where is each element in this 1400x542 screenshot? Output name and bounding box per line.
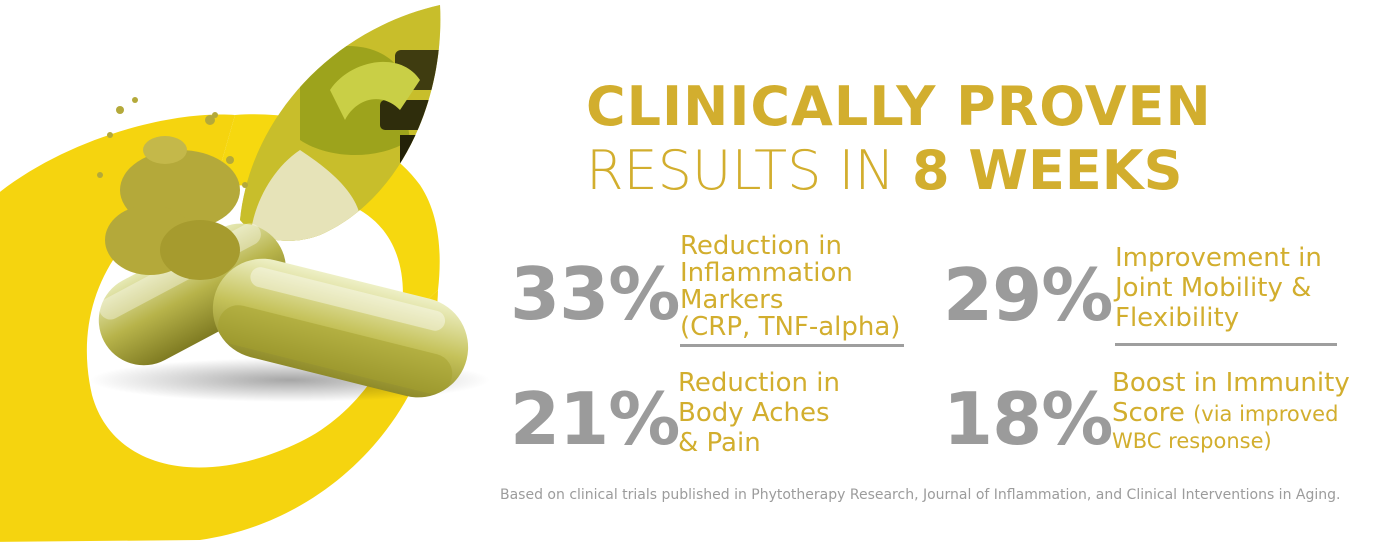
stat-description-line: Markers	[680, 285, 784, 315]
stat-description-line: Boost in Immunity	[1112, 368, 1350, 398]
headline-line-1: CLINICALLY PROVEN	[586, 75, 1212, 138]
headline-line-2-emphasis: 8 WEEKS	[912, 139, 1183, 202]
stat-divider	[680, 344, 904, 347]
capsule-right-half	[212, 258, 469, 398]
stat-description-line: (CRP, TNF-alpha)	[680, 312, 901, 342]
stat-description-line: Inflammation	[680, 258, 853, 288]
stat-divider	[1115, 343, 1337, 346]
stat-description: Reduction in Body Aches & Pain	[678, 368, 840, 458]
stat-value: 33%	[510, 252, 680, 336]
stat-value: 18%	[943, 377, 1113, 461]
stat-description-line: Joint Mobility &	[1115, 273, 1312, 303]
stat-description-line: WBC response)	[1112, 429, 1272, 453]
yellow-swoosh-shape	[0, 114, 438, 542]
source-footnote: Based on clinical trials published in Ph…	[500, 487, 1341, 503]
stat-value: 29%	[943, 253, 1113, 337]
stat-description-main: Score	[1112, 398, 1185, 428]
stat-description-note: (via improved	[1193, 402, 1339, 426]
stat-description: Boost in Immunity Score (via improved WB…	[1112, 368, 1350, 453]
stat-value: 21%	[510, 377, 680, 461]
stat-description-line: Reduction in	[680, 231, 842, 261]
headline: CLINICALLY PROVEN RESULTS IN 8 WEEKS	[586, 80, 1212, 198]
stat-description-line: Flexibility	[1115, 303, 1240, 333]
hero-illustration	[0, 5, 490, 542]
headline-line-2-prefix: RESULTS IN	[586, 139, 895, 202]
stat-description-line: Body Aches	[678, 398, 830, 428]
stat-description-line: & Pain	[678, 428, 761, 458]
stat-description-line: Improvement in	[1115, 243, 1322, 273]
headline-line-2: RESULTS IN 8 WEEKS	[586, 144, 1212, 198]
stat-description-line: Reduction in	[678, 368, 840, 398]
stat-description-line: Score (via improved	[1112, 398, 1350, 429]
herbal-powder	[97, 97, 248, 280]
stat-description: Reduction in Inflammation Markers (CRP, …	[680, 233, 900, 341]
stat-description: Improvement in Joint Mobility & Flexibil…	[1115, 243, 1322, 333]
